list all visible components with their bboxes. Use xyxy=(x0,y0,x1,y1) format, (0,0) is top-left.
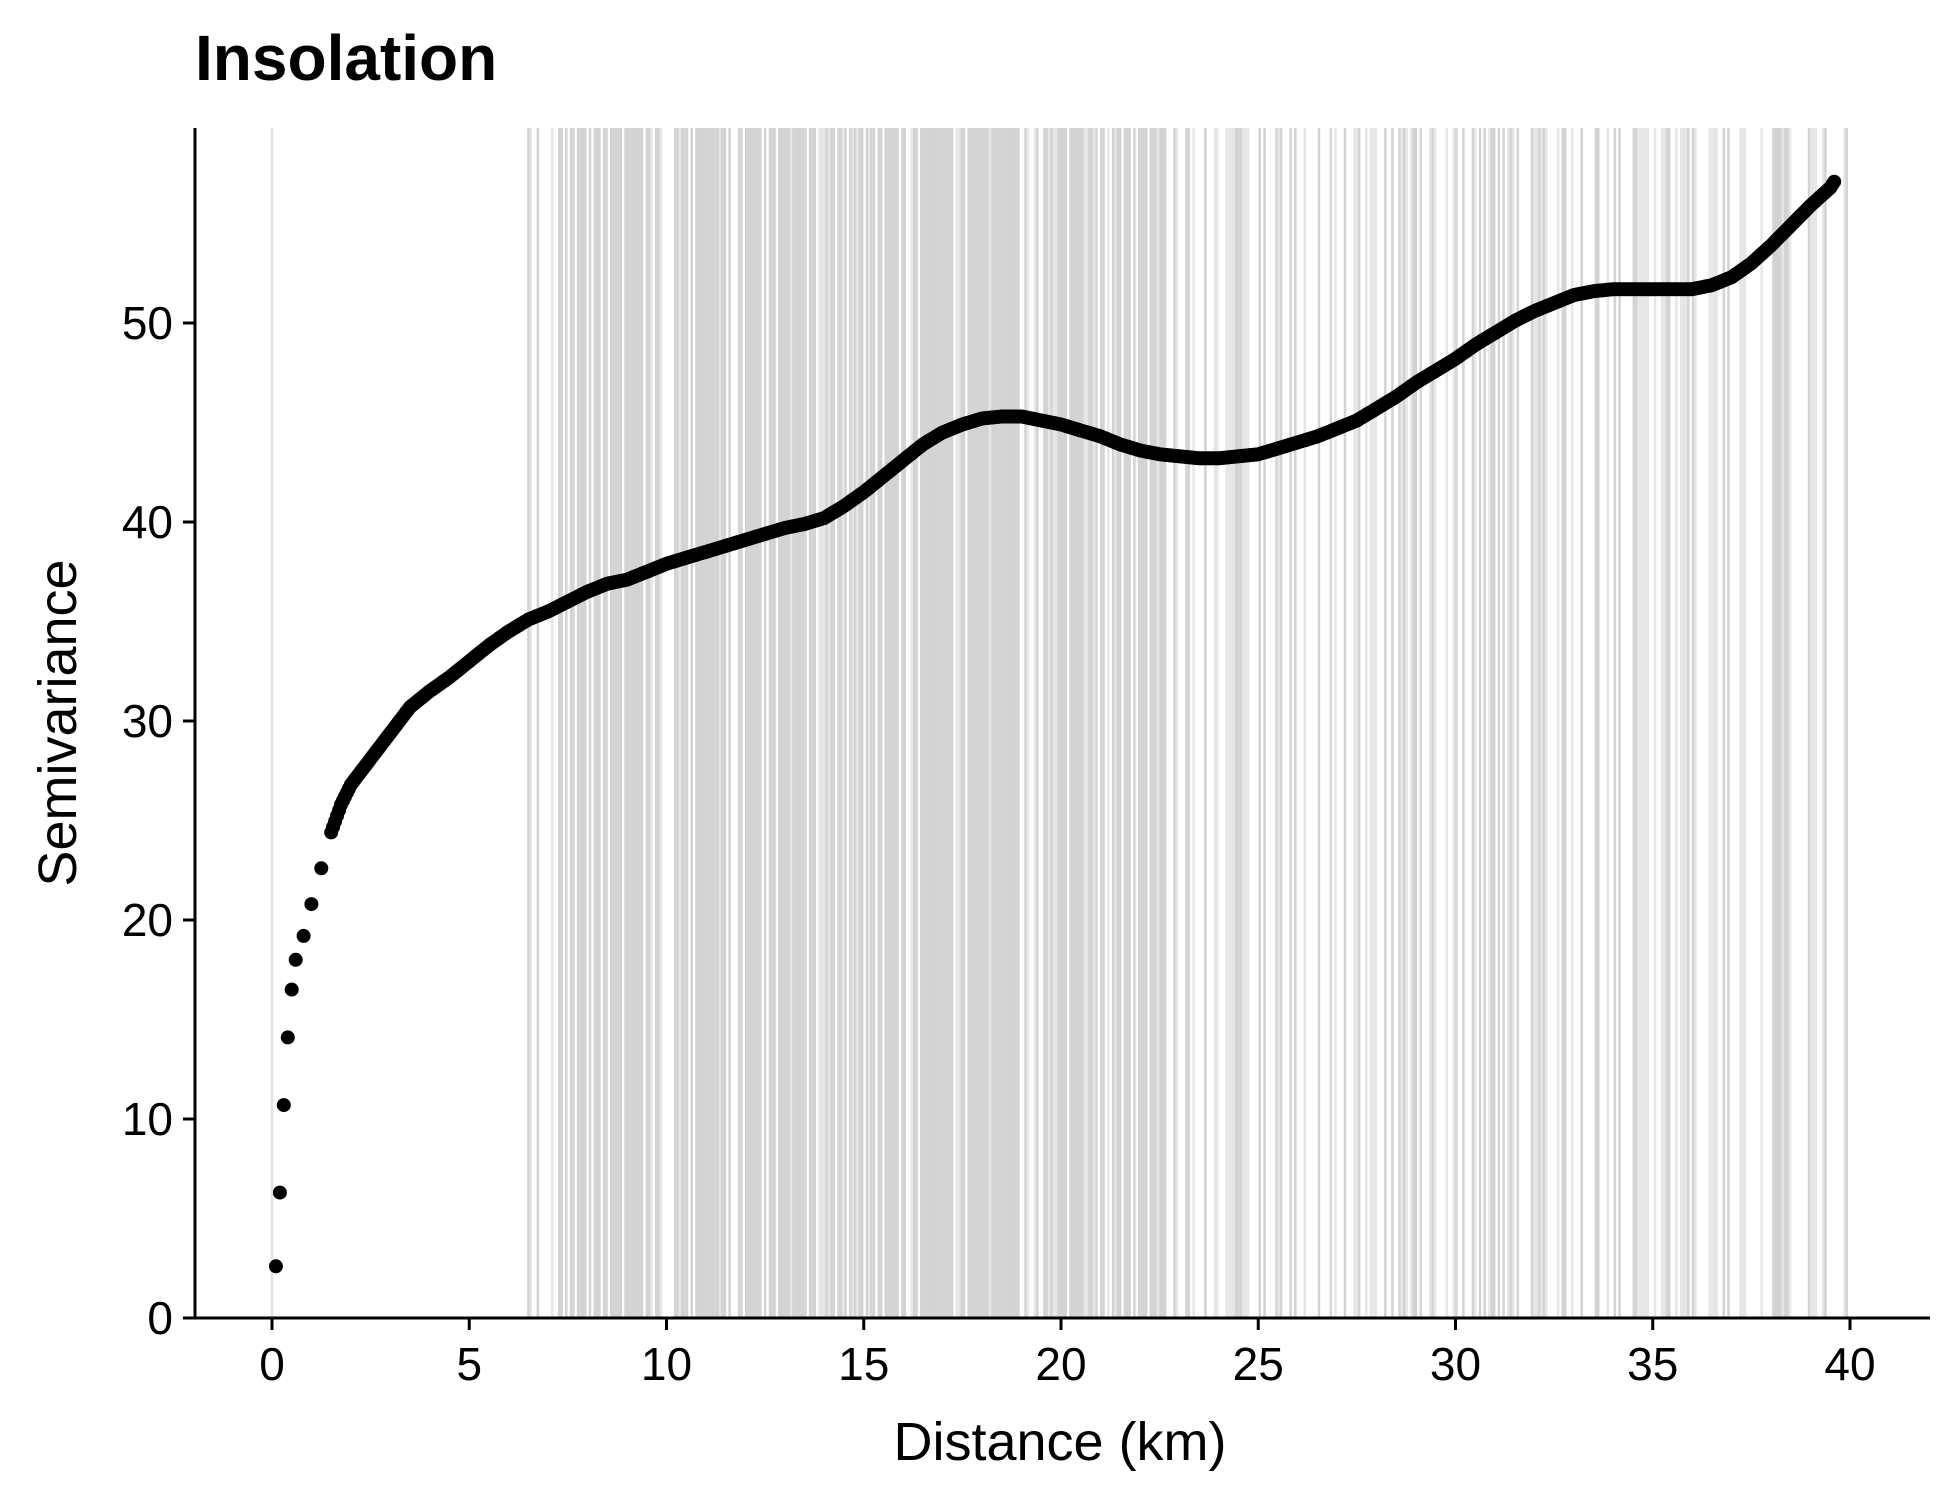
x-axis: 0 5 10 15 20 25 30 35 40 xyxy=(195,1316,1930,1390)
y-axis: 0 10 20 30 40 50 xyxy=(122,128,197,1344)
x-tick-label: 35 xyxy=(1627,1338,1678,1390)
x-tick-label: 15 xyxy=(838,1338,889,1390)
background-band-lines xyxy=(270,128,1849,1318)
chart-title: Insolation xyxy=(195,22,497,94)
x-tick-label: 0 xyxy=(259,1338,285,1390)
data-point xyxy=(276,1098,291,1113)
y-tick-label: 0 xyxy=(147,1292,173,1344)
data-point xyxy=(288,952,303,967)
plot-panel xyxy=(268,128,1849,1318)
x-tick-label: 10 xyxy=(641,1338,692,1390)
data-point xyxy=(284,982,299,997)
data-point xyxy=(272,1185,287,1200)
y-ticks: 0 10 20 30 40 50 xyxy=(122,297,195,1344)
x-tick-label: 20 xyxy=(1035,1338,1086,1390)
y-tick-label: 30 xyxy=(122,695,173,747)
data-point xyxy=(280,1030,295,1045)
y-tick-label: 40 xyxy=(122,496,173,548)
data-point xyxy=(268,1259,283,1274)
x-ticks: 0 5 10 15 20 25 30 35 40 xyxy=(259,1318,1876,1390)
data-point xyxy=(304,897,319,912)
data-point xyxy=(296,928,311,943)
data-points xyxy=(268,174,1842,1274)
x-tick-label: 40 xyxy=(1824,1338,1875,1390)
data-point xyxy=(314,861,329,876)
data-point xyxy=(1827,174,1842,189)
y-tick-label: 50 xyxy=(122,297,173,349)
x-tick-label: 30 xyxy=(1430,1338,1481,1390)
x-tick-label: 25 xyxy=(1233,1338,1284,1390)
y-axis-title: Semivariance xyxy=(28,559,88,886)
x-axis-title: Distance (km) xyxy=(893,1412,1226,1472)
y-tick-label: 20 xyxy=(122,894,173,946)
x-tick-label: 5 xyxy=(456,1338,482,1390)
y-tick-label: 10 xyxy=(122,1093,173,1145)
